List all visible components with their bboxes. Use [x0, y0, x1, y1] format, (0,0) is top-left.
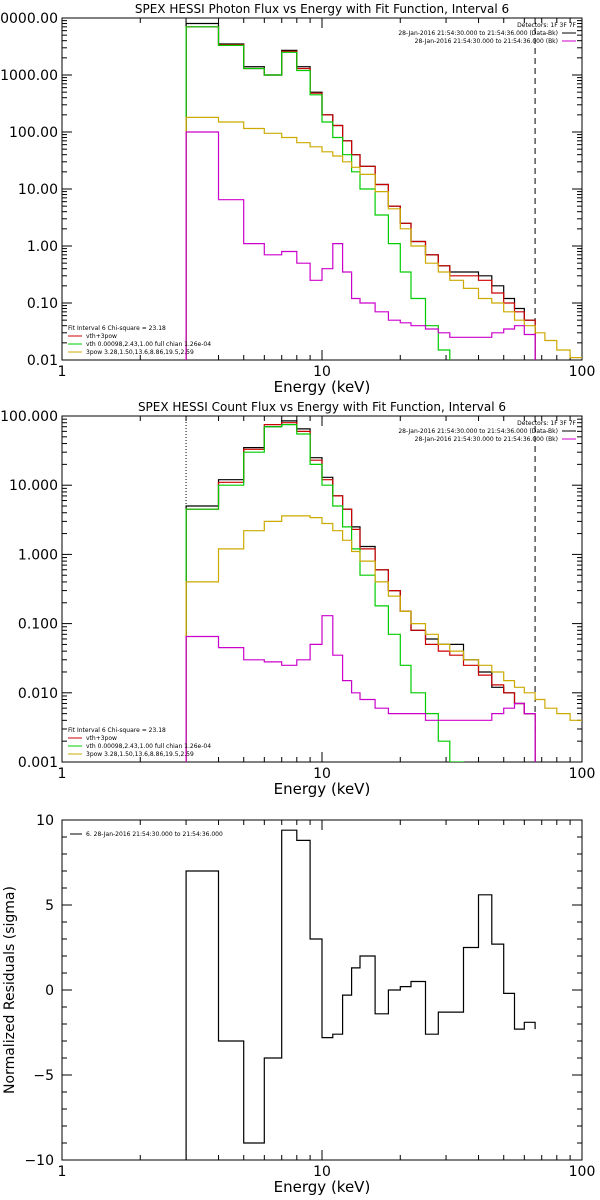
panel1-series-4 [185, 116, 582, 360]
panel2-series-3 [185, 424, 465, 762]
panel1-y-tick-label: 1000.00 [0, 68, 58, 84]
panel1-series-2 [185, 26, 536, 360]
panel2-x-tick-label: 100 [569, 766, 596, 782]
panel1-title: SPEX HESSI Photon Flux vs Energy with Fi… [135, 2, 509, 16]
panel2-x-tick-label: 1 [58, 766, 67, 782]
panel3-y-tick-label: −5 [33, 1068, 54, 1084]
panel1-x-tick-label: 1 [58, 364, 67, 380]
panel2-legend-bl-text: 3pow 3.28,1.50,13.6,8.86,19.5,2.59 [86, 751, 194, 758]
panel2-y-tick-label: 0.100 [18, 617, 58, 633]
panel2-legend-bl-text: Fit Interval 6 Chi-square = 23.18 [68, 727, 166, 734]
panel2-y-tick-label: 100.000 [0, 409, 58, 425]
panel1-legend-bl-text: Fit Interval 6 Chi-square = 23.18 [68, 325, 166, 332]
panel1-legend-tr-text: 28-Jan-2016 21:54:30.000 to 21:54:36.000… [398, 30, 558, 37]
panel2-y-tick-label: 1.000 [18, 547, 58, 563]
panel1-legend-bl-text: vth 0.00098,2.43,1.00 full chian 1.26e-0… [86, 341, 211, 348]
panel2-legend-bl-text: vth 0.00098,2.43,1.00 full chian 1.26e-0… [86, 743, 211, 750]
panel2-legend-bl-text: vth+3pow [86, 735, 117, 742]
panel1-x-tick-label: 10 [313, 364, 331, 380]
panel2-x-axis-label: Energy (keV) [274, 780, 371, 798]
panel2-y-tick-label: 0.010 [18, 686, 58, 702]
panel2-series-4 [185, 515, 582, 762]
panel2-y-tick-label: 10.000 [9, 478, 58, 494]
panel3-y-tick-label: 5 [45, 898, 54, 914]
panel3-x-axis-label: Energy (keV) [274, 1178, 371, 1196]
panel2-series-2 [185, 422, 536, 762]
panel3-series-1 [185, 829, 536, 1160]
panel1-y-tick-label: 100.00 [9, 125, 58, 141]
panel3-x-tick-label: 10 [313, 1164, 331, 1180]
panel1-legend-tr-text: Detectors: 1F 3F 7F [517, 22, 576, 29]
panel1-series-1 [185, 22, 536, 360]
panel3-x-tick-label: 100 [569, 1164, 596, 1180]
panel1-y-tick-label: 0000.00 [0, 11, 58, 27]
panel2-legend-tr-text: 28-Jan-2016 21:54:30.000 to 21:54:36.000… [398, 428, 558, 435]
panel1-y-tick-label: 1.00 [27, 239, 58, 255]
panel2-x-tick-label: 10 [313, 766, 331, 782]
panel2-series-5 [185, 615, 536, 762]
panel3-y-tick-label: 0 [45, 983, 54, 999]
panel2-title: SPEX HESSI Count Flux vs Energy with Fit… [138, 400, 506, 414]
panel2-legend-tr-text: Detectors: 1F 3F 7F [517, 420, 576, 427]
panel1-y-tick-label: 0.10 [27, 296, 58, 312]
panel1-series-3 [185, 26, 451, 360]
panel2-y-tick-label: 0.001 [18, 755, 58, 771]
panel1-legend-bl-text: vth+3pow [86, 333, 117, 340]
panel1-legend-tr-text: 28-Jan-2016 21:54:30.000 to 21:54:36.000… [415, 38, 558, 45]
panel1-legend-bl-text: 3pow 3.28,1.50,13.6,8.86,19.5,2.59 [86, 349, 194, 356]
panel1-y-tick-label: 0.01 [27, 353, 58, 369]
panel3-y-tick-label: −10 [24, 1153, 54, 1169]
panel3-legend-text: 6. 28-Jan-2016 21:54:30.000 to 21:54:36.… [86, 831, 223, 838]
panel3-y-axis-label: Normalized Residuals (sigma) [2, 886, 18, 1094]
panel1-series-5 [185, 131, 536, 360]
panel2-legend-tr-text: 28-Jan-2016 21:54:30.000 to 21:54:36.000… [415, 436, 558, 443]
panel1-x-axis-label: Energy (keV) [274, 378, 371, 396]
panel1-y-tick-label: 10.00 [18, 182, 58, 198]
panel1-x-tick-label: 100 [569, 364, 596, 380]
panel3-y-tick-label: 10 [36, 813, 54, 829]
panel3-x-tick-label: 1 [58, 1164, 67, 1180]
panel2-series-1 [185, 420, 536, 762]
